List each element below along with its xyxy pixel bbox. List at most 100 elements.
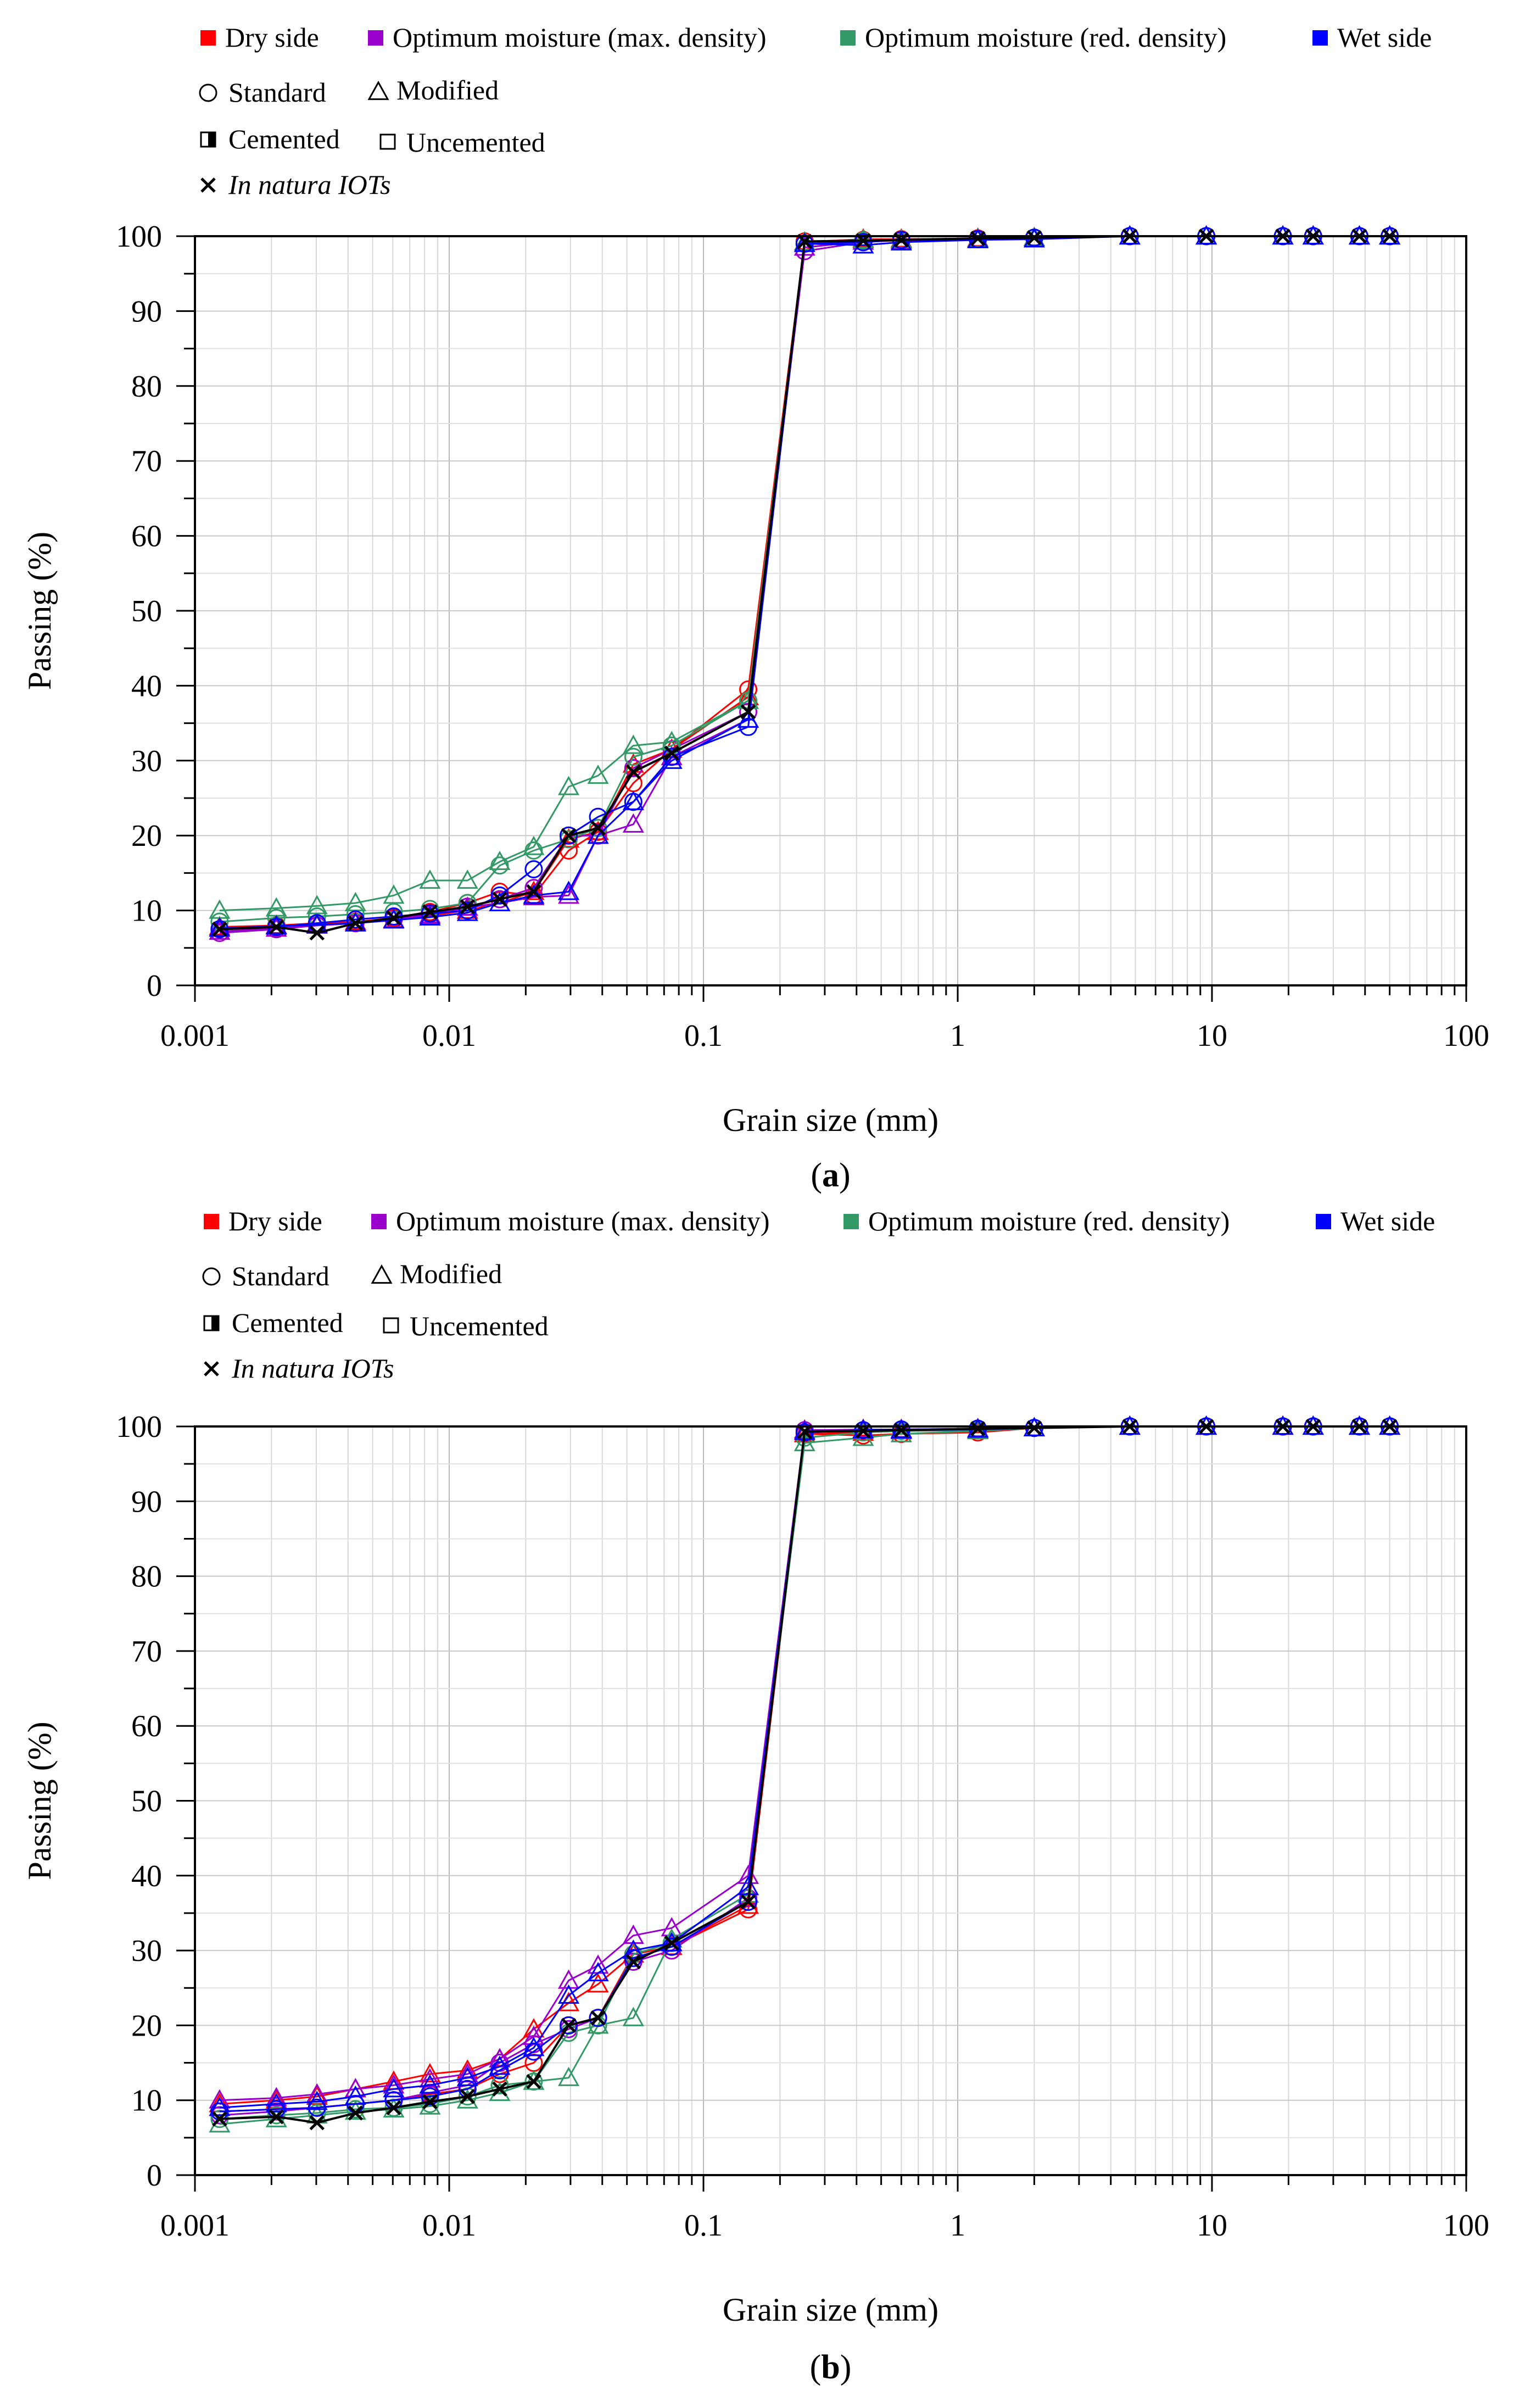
data-point	[309, 925, 325, 941]
series-group-b	[209, 1415, 1401, 2133]
data-point	[664, 1935, 679, 1951]
series-a-0	[210, 227, 1399, 939]
series-line	[219, 1425, 1390, 2125]
data-point	[422, 2094, 438, 2110]
data-point-stroke-b	[970, 231, 986, 246]
data-point	[890, 231, 912, 251]
legend-label-cemented: Cemented	[228, 124, 340, 154]
x-tick-label: 0.1	[684, 2209, 723, 2243]
x-axis-title: Grain size (mm)	[723, 1102, 938, 1138]
data-point	[557, 884, 580, 904]
data-point	[346, 910, 365, 929]
series-b-8	[212, 1419, 1398, 2131]
series-b-6	[210, 1417, 1399, 2121]
data-point	[557, 776, 580, 795]
data-point	[561, 828, 577, 843]
data-point-stroke-b	[492, 891, 507, 907]
data-point	[209, 917, 231, 937]
data-point-stroke-b	[492, 2081, 507, 2097]
data-point	[1026, 230, 1042, 246]
legend-label-uncemented: Uncemented	[406, 127, 545, 158]
legend-label-wet: Wet side	[1340, 1206, 1435, 1236]
y-tick-label: 60	[131, 1709, 162, 1743]
series-a-1	[209, 225, 1401, 935]
data-point	[622, 734, 644, 754]
y-axis-title: Passing (%)	[21, 532, 58, 690]
data-point-stroke-b	[212, 2111, 227, 2127]
y-tick-label: 20	[131, 2009, 162, 2043]
data-point	[557, 2066, 580, 2086]
data-point	[1026, 1420, 1042, 1436]
series-a-2	[210, 227, 1399, 943]
y-tick-label: 0	[147, 969, 162, 1003]
legend-swatch-dry	[204, 1214, 219, 1229]
data-point	[526, 884, 541, 900]
data-point	[589, 2009, 607, 2027]
data-point	[386, 910, 401, 926]
data-point-stroke-b	[561, 2017, 577, 2033]
data-point-stroke-b	[590, 2010, 606, 2026]
legend-swatch-opt_red	[840, 30, 856, 46]
legend-label-dry: Dry side	[228, 1206, 322, 1236]
series-line	[219, 1425, 1390, 2105]
y-tick-label: 70	[131, 1635, 162, 1669]
legend-label-opt_red: Optimum moisture (red. density)	[865, 22, 1226, 53]
legend-label-modified: Modified	[396, 75, 499, 105]
series-a-6	[210, 227, 1399, 939]
data-point	[265, 915, 287, 935]
y-tick-label: 10	[131, 894, 162, 928]
legend-symbol-standard	[199, 83, 217, 102]
data-point-stroke-b	[348, 916, 364, 931]
data-point-stroke-b	[460, 899, 476, 915]
legend-1: Dry side Optimum moisture (max. density) O…	[202, 1206, 1435, 1384]
x-tick-label: 100	[1443, 1019, 1489, 1053]
data-point	[526, 2073, 541, 2089]
legend-label-wet: Wet side	[1337, 22, 1432, 53]
series-b-5	[209, 1415, 1401, 2133]
series-line	[219, 1425, 1390, 2120]
data-point-stroke-b	[526, 2073, 541, 2089]
data-point-stroke-b	[212, 921, 227, 937]
data-point	[740, 704, 756, 720]
legend-label-opt_red: Optimum moisture (red. density)	[868, 1206, 1230, 1236]
y-tick-label: 100	[116, 220, 162, 254]
plot-frame	[194, 235, 1467, 986]
data-point	[523, 835, 545, 855]
data-point	[489, 2055, 511, 2075]
legend-symbol-natura	[200, 177, 216, 193]
x-tick-label: 0.001	[160, 1019, 230, 1053]
data-point	[344, 2085, 366, 2105]
legend-0: Dry side Optimum moisture (max. density) O…	[199, 22, 1432, 200]
data-point	[460, 899, 476, 915]
y-tick-label: 100	[116, 1410, 162, 1444]
panel-label-open: (	[811, 1157, 822, 1194]
series-line	[219, 1425, 1390, 2112]
y-tick-label: 60	[131, 520, 162, 554]
data-point	[209, 920, 231, 940]
legend-symbol-modified	[367, 80, 389, 101]
panel-label-letter: a	[822, 1157, 839, 1194]
data-point	[854, 233, 873, 252]
grid-b	[176, 1425, 1467, 2192]
y-axis-title: Passing (%)	[21, 1721, 58, 1880]
grid-a	[176, 235, 1467, 1002]
data-point	[490, 856, 509, 875]
series-b-0	[210, 1417, 1399, 2121]
data-point-stroke-b	[348, 2105, 364, 2121]
data-point	[852, 228, 874, 248]
data-point	[590, 820, 606, 836]
data-point	[590, 2010, 606, 2026]
panel-label-letter: b	[821, 2349, 840, 2386]
data-point	[557, 1984, 580, 2004]
legend-label-cemented: Cemented	[232, 1307, 343, 1338]
series-line	[219, 235, 1390, 933]
series-line	[219, 235, 1390, 928]
series-a-3	[209, 225, 1401, 940]
data-point	[664, 745, 679, 761]
y-tick-label: 0	[147, 2159, 162, 2193]
x-tick-label: 0.001	[160, 2209, 230, 2243]
legend-label-uncemented: Uncemented	[410, 1311, 549, 1341]
data-point-stroke-b	[460, 2089, 476, 2104]
data-point	[419, 2063, 441, 2083]
